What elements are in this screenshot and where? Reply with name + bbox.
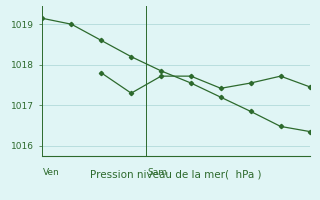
Text: Ven: Ven <box>43 168 60 177</box>
X-axis label: Pression niveau de la mer(  hPa ): Pression niveau de la mer( hPa ) <box>90 170 262 180</box>
Text: Sam: Sam <box>148 168 168 177</box>
